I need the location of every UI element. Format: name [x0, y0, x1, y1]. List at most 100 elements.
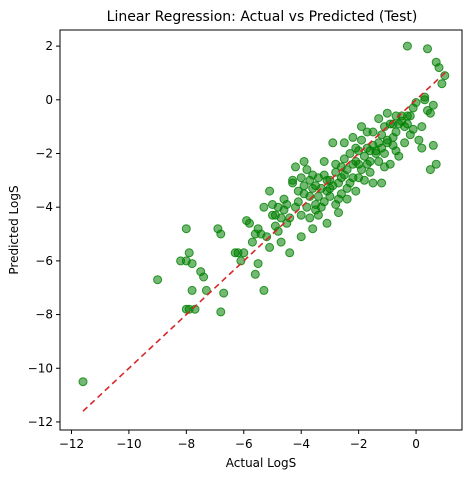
data-point — [268, 200, 277, 209]
data-point — [380, 162, 389, 172]
data-point — [250, 269, 260, 279]
data-point — [414, 135, 424, 145]
reference-line — [82, 69, 449, 412]
data-point — [339, 138, 349, 148]
chart-title: Linear Regression: Actual vs Predicted (… — [107, 9, 418, 25]
data-point — [308, 224, 318, 234]
plot-frame — [59, 29, 463, 431]
data-point — [394, 119, 404, 129]
points-layer — [78, 41, 450, 387]
data-point — [219, 288, 229, 298]
data-point — [296, 232, 306, 242]
data-point — [184, 248, 194, 258]
data-point — [187, 285, 197, 295]
data-point — [299, 189, 309, 199]
data-point — [181, 224, 191, 234]
y-tick-label: 0 — [45, 93, 53, 107]
data-point — [408, 124, 418, 134]
data-point — [216, 229, 226, 239]
x-tick-label: −6 — [235, 437, 253, 451]
data-point — [342, 194, 352, 204]
data-point — [336, 162, 346, 172]
data-point — [342, 183, 352, 193]
data-point — [325, 191, 335, 201]
data-point — [296, 210, 306, 220]
data-point — [259, 285, 269, 295]
data-point — [377, 143, 387, 153]
data-point — [334, 194, 343, 204]
data-point — [216, 307, 226, 317]
data-point — [368, 140, 378, 150]
data-point — [380, 122, 389, 132]
data-point — [230, 248, 240, 258]
data-point — [279, 194, 289, 204]
data-point — [190, 304, 200, 314]
reference-line-layer — [82, 69, 449, 412]
data-point — [365, 167, 375, 177]
data-point — [423, 44, 432, 54]
data-point — [245, 218, 254, 228]
y-tick-label: −6 — [35, 254, 53, 268]
data-point — [405, 111, 415, 121]
data-point — [265, 186, 275, 196]
data-point — [428, 140, 438, 150]
data-point — [357, 122, 366, 132]
data-point — [199, 272, 209, 282]
data-point — [362, 159, 372, 169]
data-point — [431, 57, 441, 67]
data-point — [313, 191, 323, 201]
data-point — [437, 79, 447, 89]
data-point — [402, 119, 412, 129]
data-point — [382, 138, 392, 148]
data-point — [259, 202, 269, 212]
data-point — [354, 173, 364, 183]
data-point — [276, 213, 286, 223]
data-point — [420, 92, 430, 102]
x-tick-label: −2 — [350, 437, 368, 451]
data-point — [262, 232, 272, 242]
data-point — [273, 226, 283, 236]
y-tick-label: −12 — [28, 415, 53, 429]
y-tick-label: −10 — [28, 361, 53, 375]
y-tick-label: −8 — [35, 308, 53, 322]
y-tick-label: 2 — [45, 39, 53, 53]
x-tick-label: −4 — [292, 437, 310, 451]
y-axis-label: Predicted LogS — [7, 185, 21, 274]
data-point — [334, 208, 343, 218]
data-point — [316, 202, 326, 212]
data-point — [382, 108, 392, 118]
data-point — [391, 146, 401, 156]
x-tick-label: −10 — [116, 437, 141, 451]
data-point — [319, 170, 329, 180]
x-axis-label: Actual LogS — [226, 456, 296, 470]
data-point — [368, 178, 378, 188]
data-point — [417, 122, 427, 132]
data-point — [305, 213, 315, 223]
data-point — [302, 202, 312, 212]
data-point — [322, 218, 332, 228]
data-point — [319, 157, 329, 166]
data-point — [402, 41, 412, 51]
data-point — [357, 135, 366, 145]
data-point — [359, 151, 369, 161]
data-point — [247, 237, 257, 247]
data-point — [78, 377, 88, 387]
data-point — [362, 127, 372, 137]
data-point — [339, 170, 349, 180]
data-point — [239, 248, 249, 258]
data-point — [276, 237, 286, 247]
data-point — [428, 100, 438, 110]
data-point — [357, 165, 366, 175]
data-point — [293, 197, 303, 207]
data-point — [279, 205, 289, 215]
data-point — [253, 224, 263, 234]
data-point — [351, 186, 361, 196]
data-point — [348, 132, 358, 142]
data-point — [374, 114, 384, 124]
data-point — [288, 175, 298, 185]
data-point — [302, 165, 312, 175]
data-point — [305, 175, 315, 185]
data-point — [187, 259, 197, 269]
y-axis: −12 −10 −8 −6 −4 −2 0 2 — [28, 39, 60, 429]
